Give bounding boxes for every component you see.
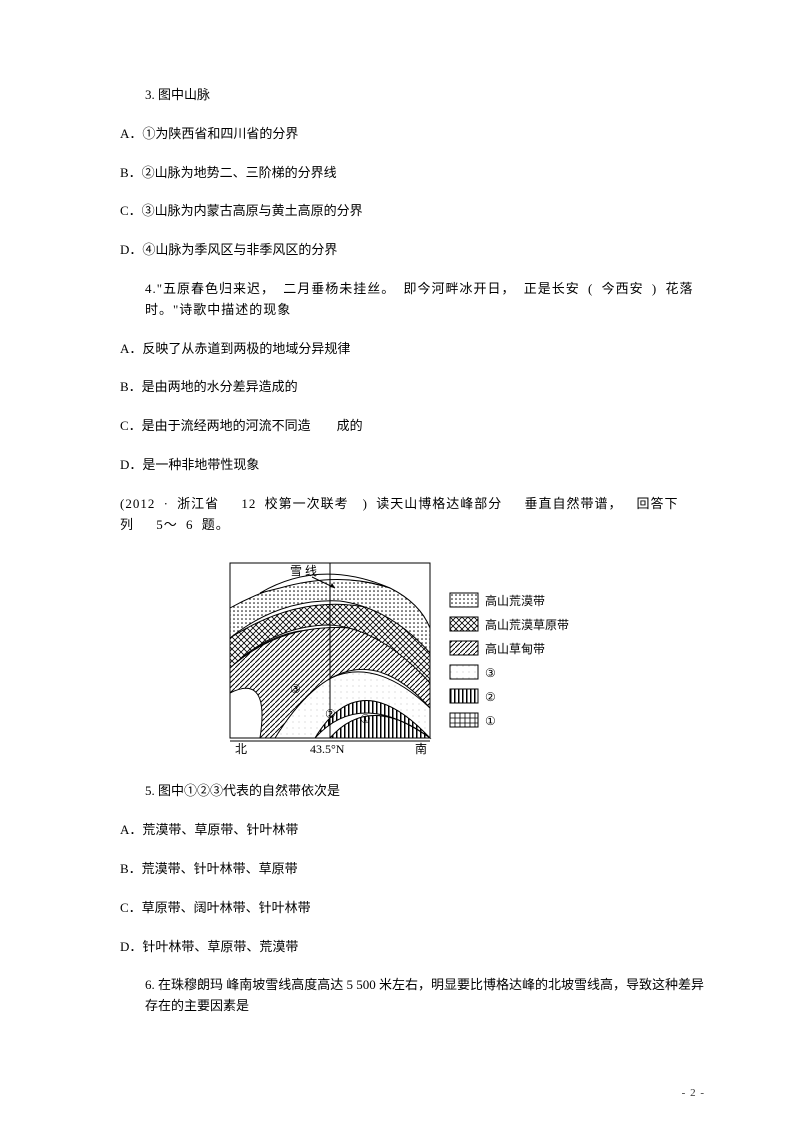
legend-l4: ③ xyxy=(485,666,496,680)
diagram-mark1: ① xyxy=(360,712,371,726)
legend-l1: 高山荒漠带 xyxy=(485,593,545,608)
q4-opt-d: D．是一种非地带性现象 xyxy=(95,455,705,476)
axis-south: 南 xyxy=(415,741,427,756)
q5-opt-d: D．针叶林带、草原带、荒漠带 xyxy=(95,937,705,958)
diagram-mark2: ② xyxy=(325,707,336,721)
q3-stem: 3. 图中山脉 xyxy=(95,85,705,106)
q5-stem: 5. 图中①②③代表的自然带依次是 xyxy=(95,781,705,802)
diagram-mark3: ③ xyxy=(290,682,301,696)
q3-opt-a: A．①为陕西省和四川省的分界 xyxy=(95,124,705,145)
q5-opt-b: B．荒漠带、针叶林带、草原带 xyxy=(95,859,705,880)
q4-opt-c: C．是由于流经两地的河流不同造 成的 xyxy=(95,416,705,437)
axis-north: 北 xyxy=(235,742,247,756)
q5-opt-c: C．草原带、阔叶林带、针叶林带 xyxy=(95,898,705,919)
snowline-label: 雪 线 xyxy=(290,564,317,578)
q4-opt-b: B．是由两地的水分差异造成的 xyxy=(95,377,705,398)
vertical-zonation-diagram: ③ ② ① 雪 线 北 43.5°N 南 高山荒漠带 高山荒漠草原带 xyxy=(95,553,705,763)
q6-stem: 6. 在珠穆朗玛 峰南坡雪线高度高达 5 500 米左右，明显要比博格达峰的北坡… xyxy=(95,975,705,1017)
page-number: - 2 - xyxy=(682,1085,705,1103)
page-content: 3. 图中山脉 A．①为陕西省和四川省的分界 B．②山脉为地势二、三阶梯的分界线… xyxy=(0,0,800,1065)
legend-l2: 高山荒漠草原带 xyxy=(485,617,569,632)
legend-l5: ② xyxy=(485,690,496,704)
axis-lat: 43.5°N xyxy=(310,742,345,756)
q3-opt-b: B．②山脉为地势二、三阶梯的分界线 xyxy=(95,163,705,184)
q4-stem: 4."五原春色归来迟， 二月垂杨未挂丝。 即今河畔冰开日， 正是长安 ( 今西安… xyxy=(95,279,705,321)
q5-opt-a: A．荒漠带、草原带、针叶林带 xyxy=(95,820,705,841)
legend-l6: ① xyxy=(485,714,496,728)
q3-opt-c: C．③山脉为内蒙古高原与黄土高原的分界 xyxy=(95,201,705,222)
passage-56: (2012 · 浙江省 12 校第一次联考 ) 读天山博格达峰部分 垂直自然带谱… xyxy=(95,494,705,536)
diagram-legend: 高山荒漠带 高山荒漠草原带 高山草甸带 ③ ② ① xyxy=(450,593,569,728)
q4-opt-a: A．反映了从赤道到两极的地域分异规律 xyxy=(95,339,705,360)
q3-opt-d: D．④山脉为季风区与非季风区的分界 xyxy=(95,240,705,261)
legend-l3: 高山草甸带 xyxy=(485,641,545,656)
diagram-svg: ③ ② ① 雪 线 北 43.5°N 南 高山荒漠带 高山荒漠草原带 xyxy=(220,553,580,763)
